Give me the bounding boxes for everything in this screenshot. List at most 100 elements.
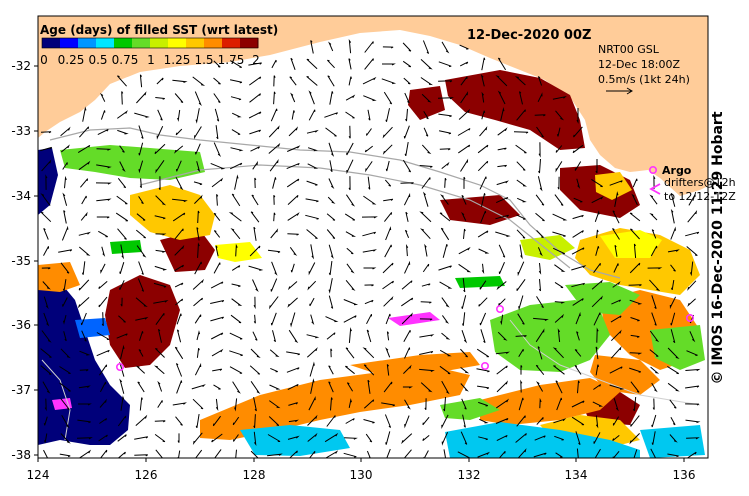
current-arrow-icon <box>79 126 90 138</box>
current-arrow-icon <box>480 73 485 87</box>
current-arrow-icon <box>45 174 48 190</box>
current-arrow-icon <box>596 327 599 343</box>
current-arrow-icon <box>458 144 471 154</box>
current-arrow-icon <box>287 383 299 391</box>
current-arrow-icon <box>591 195 604 204</box>
current-arrow-icon <box>535 328 545 343</box>
colorbar-swatch <box>168 38 187 48</box>
current-arrow-icon <box>172 402 187 406</box>
current-arrow-icon <box>328 244 334 259</box>
current-arrow-icon <box>440 227 450 241</box>
current-arrow-icon <box>154 420 166 423</box>
current-arrow-icon <box>213 142 222 157</box>
current-arrow-icon <box>310 40 314 54</box>
current-arrow-icon <box>366 329 372 343</box>
current-arrow-icon <box>328 295 334 309</box>
current-arrow-icon <box>134 454 148 457</box>
colorbar-tick-label: 1.75 <box>218 53 245 67</box>
current-arrow-icon <box>630 381 640 393</box>
current-arrow-icon <box>273 75 276 87</box>
current-arrow-icon <box>81 330 87 342</box>
current-arrow-icon <box>495 231 511 237</box>
current-arrow-icon <box>235 243 238 257</box>
current-arrow-icon <box>271 261 278 276</box>
current-arrow-icon <box>154 265 168 271</box>
current-arrow-icon <box>138 261 144 275</box>
current-arrow-icon <box>518 348 524 358</box>
current-arrow-icon <box>270 228 279 239</box>
current-arrow-icon <box>461 211 467 221</box>
current-arrow-icon <box>176 160 182 172</box>
current-arrow-icon <box>498 450 506 458</box>
current-arrow-icon <box>136 91 147 104</box>
current-arrow-icon <box>536 296 544 309</box>
current-arrow-icon <box>649 279 661 292</box>
current-arrow-icon <box>117 129 129 135</box>
current-arrow-icon <box>95 182 112 185</box>
current-arrow-icon <box>687 210 698 223</box>
current-arrow-icon <box>612 228 620 240</box>
current-arrow-icon <box>346 382 354 392</box>
current-arrow-icon <box>593 432 601 444</box>
current-arrow-icon <box>328 381 334 393</box>
current-arrow-icon <box>121 91 124 105</box>
current-arrow-icon <box>135 365 146 374</box>
current-arrow-icon <box>174 282 184 288</box>
current-arrow-icon <box>328 41 334 52</box>
current-arrow-icon <box>78 449 92 458</box>
colorbar-swatch <box>132 38 151 48</box>
current-arrow-icon <box>289 247 298 256</box>
current-arrow-icon <box>176 313 182 325</box>
current-arrow-icon <box>96 198 112 202</box>
current-arrow-icon <box>231 265 241 271</box>
current-arrow-icon <box>595 246 600 256</box>
current-arrow-icon <box>330 348 333 358</box>
current-arrow-icon <box>519 244 523 260</box>
current-arrow-icon <box>305 198 319 203</box>
current-arrow-icon <box>327 196 336 204</box>
current-arrow-icon <box>329 160 333 173</box>
x-tick-label: 124 <box>27 468 50 482</box>
current-arrow-icon <box>270 312 277 326</box>
current-arrow-icon <box>553 365 565 375</box>
argo-floats <box>116 304 694 371</box>
current-arrow-icon <box>195 414 200 429</box>
current-arrow-icon <box>614 191 619 207</box>
current-arrow-icon <box>40 146 53 152</box>
current-arrow-icon <box>155 313 165 325</box>
current-arrow-icon <box>324 112 338 118</box>
current-arrow-icon <box>537 346 543 360</box>
current-arrow-icon <box>64 175 67 189</box>
current-arrow-icon <box>138 349 144 357</box>
current-arrow-icon <box>480 210 487 224</box>
current-arrow-icon <box>457 128 471 136</box>
current-arrow-icon <box>630 228 640 240</box>
current-arrow-icon <box>234 398 238 412</box>
current-arrow-icon <box>670 264 676 272</box>
current-arrow-icon <box>193 181 203 186</box>
patch-orange <box>38 262 80 292</box>
current-arrow-icon <box>325 127 337 137</box>
current-arrow-icon <box>249 365 261 375</box>
current-arrow-icon <box>270 108 278 122</box>
current-arrow-icon <box>572 230 584 238</box>
current-arrow-icon <box>386 448 391 458</box>
current-arrow-icon <box>119 145 125 153</box>
current-arrow-icon <box>157 400 163 408</box>
colorbar-swatch <box>114 38 133 48</box>
current-arrow-icon <box>42 281 51 290</box>
current-arrow-icon <box>479 418 489 424</box>
current-arrow-icon <box>194 314 202 324</box>
current-arrow-icon <box>404 260 411 274</box>
current-arrow-icon <box>82 106 87 122</box>
current-arrow-icon <box>516 197 527 203</box>
current-arrow-icon <box>685 419 701 424</box>
current-arrow-icon <box>477 385 490 390</box>
current-arrow-icon <box>650 448 657 458</box>
current-arrow-icon <box>270 278 278 292</box>
current-arrow-icon <box>59 453 71 458</box>
current-arrow-icon <box>214 108 220 122</box>
current-arrow-icon <box>438 80 453 83</box>
current-arrow-icon <box>533 452 547 458</box>
current-arrow-icon <box>477 230 489 238</box>
